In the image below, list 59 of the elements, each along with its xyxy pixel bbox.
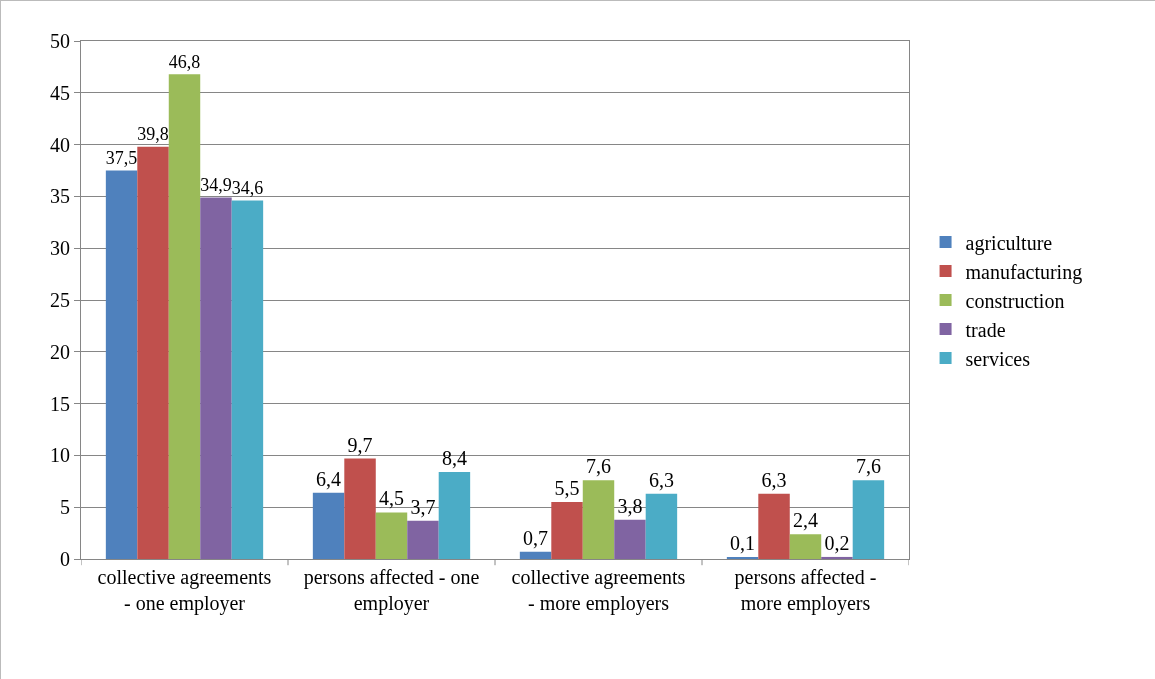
bar — [551, 502, 583, 559]
bar — [137, 146, 169, 559]
data-label: 0,1 — [730, 532, 756, 554]
bar — [407, 520, 439, 559]
data-label: 34,6 — [231, 177, 264, 198]
legend-label: trade — [965, 318, 1006, 341]
bar — [852, 480, 885, 559]
y-tick-label: 10 — [50, 444, 70, 467]
data-label: 4,5 — [379, 487, 404, 510]
y-tick-label: 35 — [50, 185, 70, 208]
bar — [821, 556, 853, 559]
bar — [312, 492, 345, 559]
bar — [168, 74, 201, 559]
y-tick-label: 15 — [50, 392, 70, 415]
y-tick-label: 5 — [60, 496, 70, 519]
bar — [789, 534, 822, 559]
y-tick-label: 50 — [50, 30, 70, 52]
data-label: 0,2 — [824, 531, 850, 554]
data-label: 7,6 — [586, 455, 611, 478]
legend-label: construction — [965, 289, 1065, 312]
y-tick-label: 40 — [50, 133, 70, 156]
data-label: 7,6 — [855, 455, 881, 478]
data-label: 3,8 — [617, 494, 643, 517]
data-label: 6,3 — [761, 468, 787, 491]
bar — [438, 471, 471, 559]
bar — [105, 170, 138, 559]
bar — [231, 200, 264, 559]
data-label: 34,9 — [200, 174, 232, 195]
data-label: 39,8 — [137, 124, 169, 145]
bar — [200, 197, 232, 559]
data-label: 5,5 — [554, 477, 580, 500]
y-tick-label: 0 — [60, 548, 70, 570]
data-label: 46,8 — [168, 51, 201, 72]
data-label: 37,5 — [105, 147, 138, 168]
bar — [645, 493, 678, 559]
legend-label: manufacturing — [965, 260, 1083, 284]
bar — [758, 493, 790, 559]
legend-label: services — [965, 347, 1031, 370]
y-tick-label: 25 — [50, 289, 70, 311]
data-label: 6,4 — [316, 467, 342, 490]
data-label: 2,4 — [793, 509, 818, 532]
data-label: 0,7 — [523, 526, 549, 549]
y-tick-label: 45 — [50, 81, 70, 104]
x-tick-label: collective agreements - more employers — [511, 566, 686, 615]
data-label: 3,7 — [410, 495, 436, 518]
legend-label: agriculture — [965, 231, 1053, 255]
bar — [344, 458, 376, 559]
x-tick-label: persons affected - one employer — [303, 566, 480, 615]
data-label: 9,7 — [347, 433, 373, 456]
x-tick-label: persons affected - more employers — [734, 566, 877, 615]
bar — [519, 551, 552, 559]
bar — [582, 480, 615, 559]
bar — [375, 512, 408, 559]
data-label: 6,3 — [648, 468, 674, 491]
bar — [614, 519, 646, 559]
y-tick-label: 20 — [50, 340, 70, 363]
x-tick-label: collective agreements - one employer — [97, 566, 272, 615]
data-label: 8,4 — [441, 446, 467, 469]
y-tick-label: 30 — [50, 237, 70, 260]
